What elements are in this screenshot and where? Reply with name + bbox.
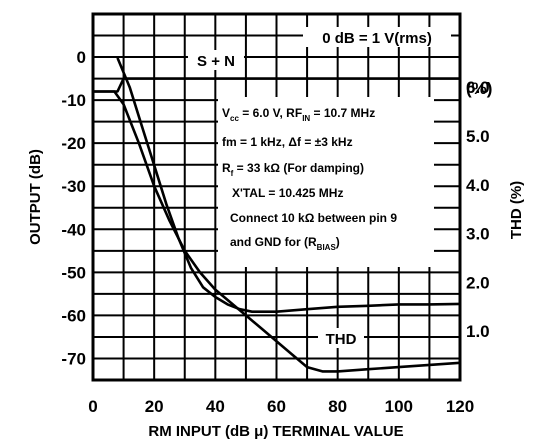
x-tick-label: 60 (267, 397, 286, 416)
y2-tick-label: 5.0 (466, 127, 490, 146)
cond-rf: Rf = 33 kΩ (For damping) (222, 161, 364, 178)
cond-xtal: X'TAL = 10.425 MHz (232, 186, 343, 200)
ref-label-box (303, 27, 451, 47)
x-tick-label: 0 (88, 397, 97, 416)
y-tick-label: -70 (61, 349, 86, 368)
sn-label: S + N (197, 53, 235, 70)
y2-tick-label: 3.0 (466, 225, 490, 244)
x-tick-label: 120 (446, 397, 474, 416)
cond-connect-2: and GND for (RBIAS) (230, 235, 340, 252)
series-lines (93, 57, 461, 373)
x-tick-labels: 0 20 40 60 80 100 120 (88, 397, 474, 416)
y-tick-label: -40 (61, 220, 86, 239)
y2-tick-label: (%) (466, 79, 492, 98)
y-tick-label: -50 (61, 263, 86, 282)
x-tick-label: 80 (328, 397, 347, 416)
y-tick-label: -20 (61, 134, 86, 153)
cond-connect-1: Connect 10 kΩ between pin 9 (230, 211, 397, 225)
x-tick-label: 100 (385, 397, 413, 416)
y2-axis-title: THD (%) (508, 181, 525, 239)
y-tick-label: -10 (61, 91, 86, 110)
y-tick-label: -60 (61, 306, 86, 325)
y2-tick-label: 4.0 (466, 176, 490, 195)
plot-frame (91, 12, 462, 382)
series-line-2 (116, 57, 461, 314)
x-tick-label: 20 (145, 397, 164, 416)
y-tick-label: 0 (77, 48, 86, 67)
y-tick-labels: 0 -10 -20 -30 -40 -50 -60 -70 (61, 48, 86, 368)
sn-label-box (188, 50, 244, 70)
conditions-box (218, 97, 434, 267)
series-line-1 (93, 90, 461, 373)
cond-vcc: Vcc = 6.0 V, RFIN = 10.7 MHz (222, 106, 375, 123)
y2-tick-label: 2.0 (466, 273, 490, 292)
thd-label-box (318, 328, 364, 348)
y-tick-label: -30 (61, 177, 86, 196)
y2-tick-label: 1.0 (466, 322, 490, 341)
y2-tick-labels: (%)6.0 5.0 4.0 3.0 2.0 1.0 (466, 78, 492, 341)
ref-label: 0 dB = 1 V(rms) (322, 30, 432, 47)
x-axis-title: RM INPUT (dB μ) TERMINAL VALUE (148, 423, 403, 440)
x-tick-label: 40 (206, 397, 225, 416)
y2-tick-label: 6.0 (466, 78, 490, 97)
y-axis-title: OUTPUT (dB) (27, 149, 44, 245)
thd-label: THD (326, 331, 357, 348)
cond-fm: fm = 1 kHz, Δf = ±3 kHz (222, 135, 353, 149)
